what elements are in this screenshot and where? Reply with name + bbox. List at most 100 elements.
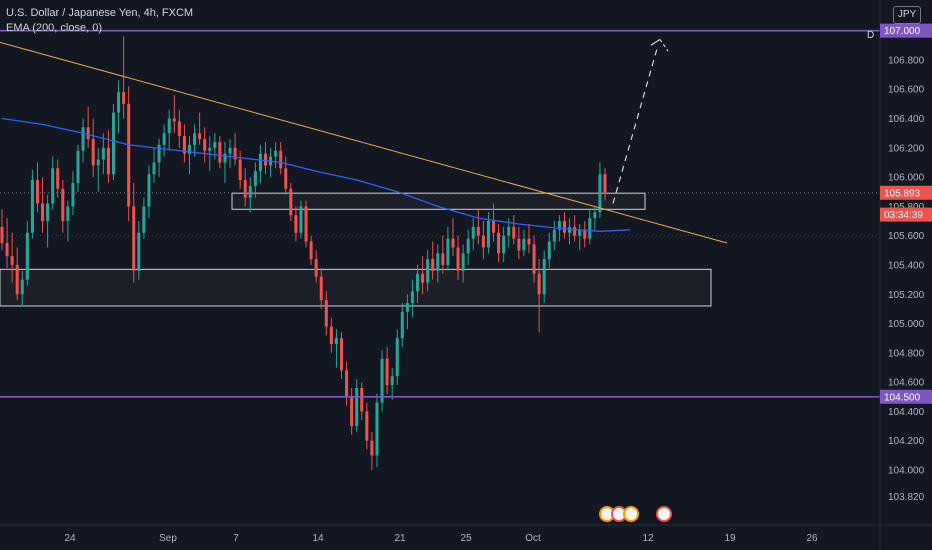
chart-legend: U.S. Dollar / Japanese Yen, 4h, FXCM EMA… <box>6 6 193 36</box>
candle-body <box>81 127 85 151</box>
price-tick-label: 105.200 <box>888 290 925 301</box>
candle-body <box>532 244 536 274</box>
candle-body <box>182 136 186 154</box>
interval-marker: D <box>867 30 875 41</box>
time-tick-label: 26 <box>806 533 818 544</box>
candle-body <box>355 387 359 427</box>
candle-body <box>395 338 399 377</box>
event-markers[interactable] <box>599 506 672 522</box>
price-tag-label: 03:34:39 <box>884 210 923 221</box>
candle-body <box>25 232 29 280</box>
candle-body <box>30 180 34 233</box>
price-tag-bg <box>880 207 932 222</box>
time-tick-label: 25 <box>460 533 472 544</box>
candle-body <box>410 291 414 304</box>
candle-body <box>203 139 207 151</box>
candle-body <box>456 247 460 271</box>
candle-body <box>35 180 39 204</box>
candle-body <box>339 338 344 371</box>
price-tick-label: 106.400 <box>888 114 925 125</box>
time-tick-label: Sep <box>159 533 177 544</box>
overlays <box>0 29 880 398</box>
candle-body <box>5 242 9 257</box>
candle-body <box>10 256 14 265</box>
time-tick-label: 24 <box>64 533 76 544</box>
price-tick-label: 103.820 <box>888 492 925 503</box>
candle-body <box>304 206 308 242</box>
symbol-title[interactable]: U.S. Dollar / Japanese Yen, 4h, FXCM <box>6 7 194 19</box>
price-axis[interactable]: 107.000 106.800 106.600 106.400 106.200 106.0… <box>879 0 925 550</box>
candle-body <box>0 226 4 243</box>
price-tick-label: 104.800 <box>888 348 925 359</box>
candle-body <box>71 182 75 207</box>
candle-body <box>46 203 50 222</box>
candle-body <box>370 440 374 456</box>
time-tick-label: 12 <box>642 533 654 544</box>
ema-line <box>1 117 631 232</box>
candle-body <box>431 259 435 271</box>
candle-body <box>243 180 247 198</box>
price-tag-label: 107.000 <box>884 26 921 37</box>
zone-rect <box>0 268 712 307</box>
price-tag-label: 104.500 <box>884 392 921 403</box>
candle-body <box>228 147 232 154</box>
candle-body <box>91 139 95 166</box>
candle-body <box>517 238 521 251</box>
candle-body <box>142 206 146 233</box>
candle-body <box>502 235 506 254</box>
candle-body <box>223 153 227 163</box>
candle-body <box>20 279 24 295</box>
price-tick-label: 104.400 <box>888 407 925 418</box>
candle-body <box>208 147 212 151</box>
ema-layer <box>1 117 631 232</box>
time-tick-label: 21 <box>394 533 406 544</box>
candle-body <box>122 92 126 104</box>
candle-body <box>51 168 55 204</box>
candle-body <box>111 112 115 175</box>
candle-body <box>365 411 369 441</box>
candle-body <box>385 358 389 386</box>
candle-body <box>350 396 354 427</box>
currency-button[interactable]: JPY <box>893 6 921 24</box>
price-tick-label: 104.000 <box>888 465 925 476</box>
candle-body <box>147 174 151 207</box>
candle-body <box>426 259 430 283</box>
candle-body <box>299 206 303 233</box>
candle-body <box>258 153 262 172</box>
candle-body <box>177 121 181 137</box>
candle-body <box>451 238 455 248</box>
candle-body <box>537 273 541 295</box>
candle-body <box>557 221 561 230</box>
price-tick-label: 106.800 <box>888 55 925 66</box>
candle-body <box>436 253 440 271</box>
candle-body <box>547 241 551 260</box>
candle-body <box>167 118 171 134</box>
economic-event-icon <box>623 506 639 522</box>
price-tick-label: 106.600 <box>888 85 925 96</box>
projection-arrow <box>659 39 669 52</box>
candle-body <box>86 127 90 140</box>
candle-body <box>76 150 80 183</box>
candle-body <box>132 206 136 271</box>
candle-body <box>527 238 531 245</box>
time-axis[interactable]: 24 Sep 7 14 21 25 Oct 12 19 26 <box>0 524 932 544</box>
candle-body <box>193 133 197 145</box>
candle-body <box>461 253 465 271</box>
candle-body <box>187 144 192 154</box>
indicator-title[interactable]: EMA (200, close, 0) <box>6 22 102 34</box>
candle-body <box>471 226 475 239</box>
price-tick-label: 105.000 <box>888 319 925 330</box>
price-tags: 107.000 105.893 03:34:39 104.500 <box>880 23 932 404</box>
candle-body <box>198 133 202 140</box>
candle-body <box>106 147 110 175</box>
candle-body <box>466 238 470 254</box>
candle-body <box>152 162 156 175</box>
candle-body <box>117 92 121 113</box>
time-tick-label: Oct <box>525 533 541 544</box>
price-tag-bg <box>880 185 932 200</box>
candle-body <box>238 159 242 181</box>
price-tick-label: 104.600 <box>888 378 925 389</box>
candle-body <box>279 150 283 169</box>
candle-body <box>497 232 501 254</box>
